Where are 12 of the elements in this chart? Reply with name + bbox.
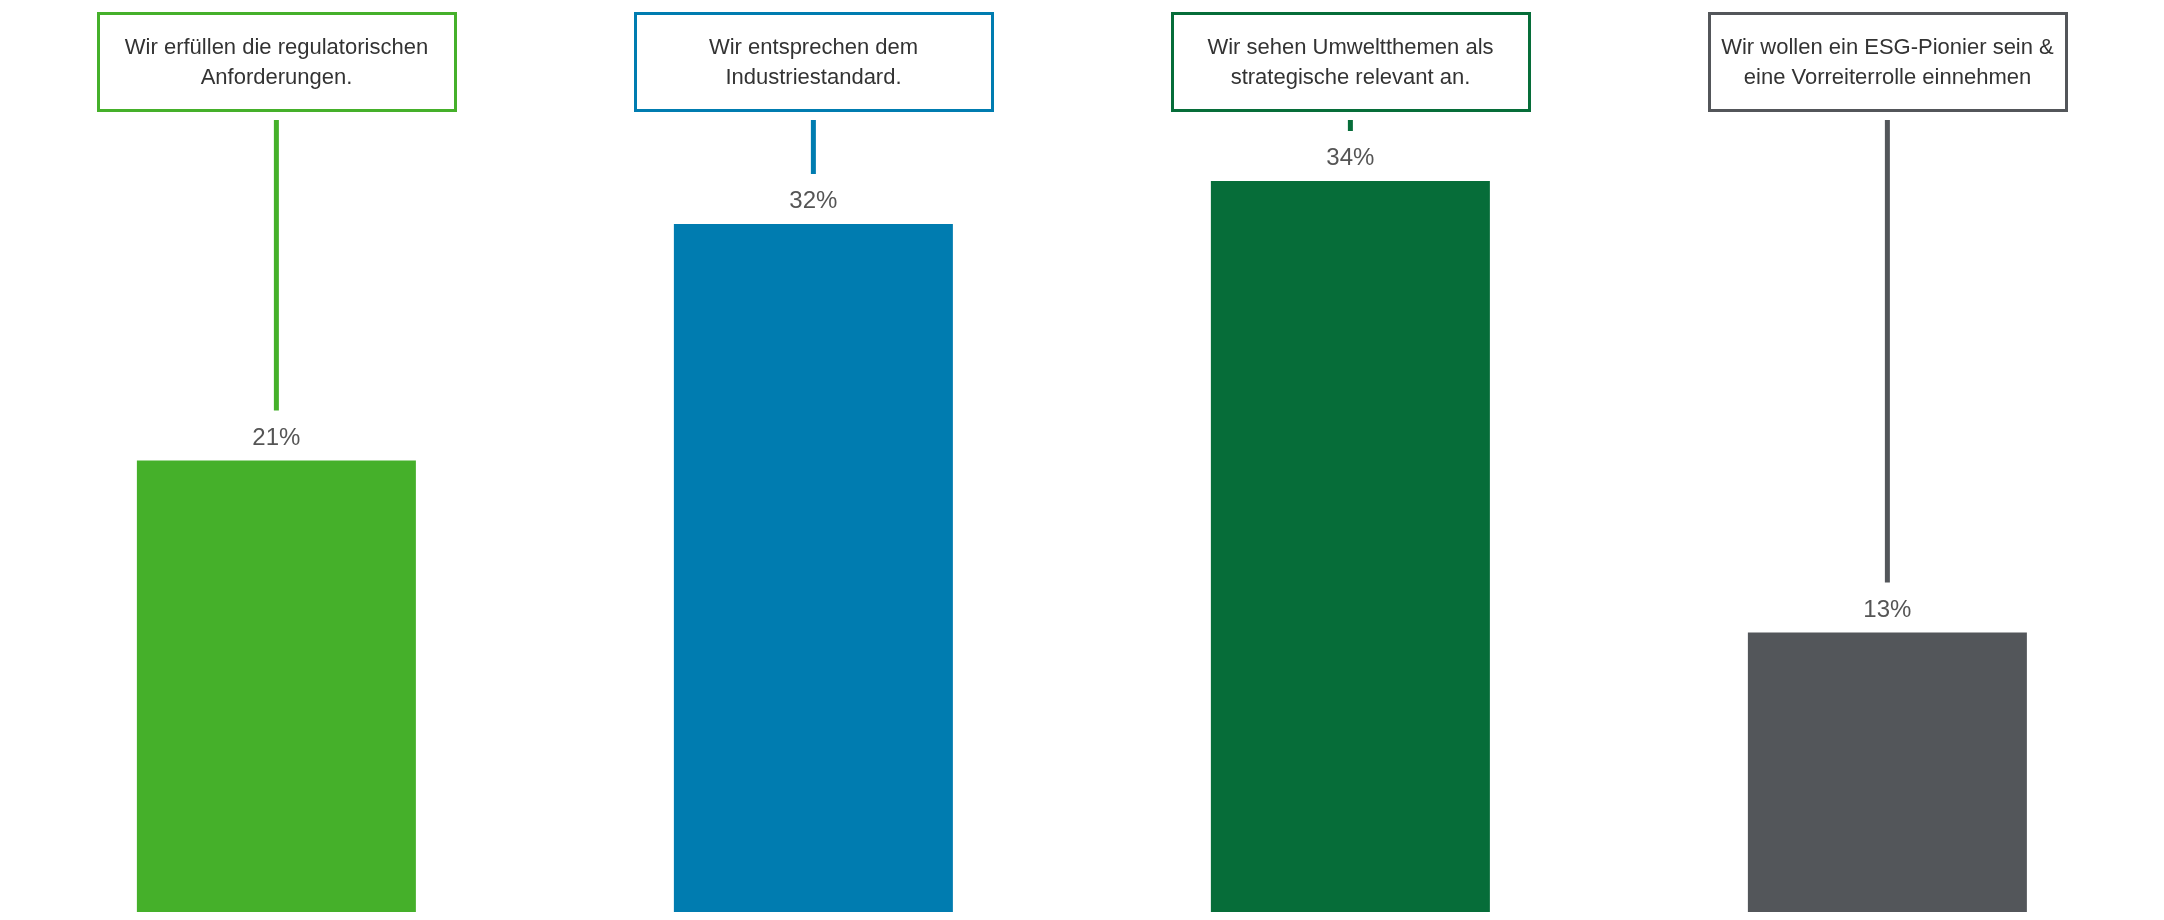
data-label: 21% [252, 422, 301, 450]
bar [1747, 632, 2027, 912]
x-tick-label: Wir erfüllen die regulatorischen Anforderungen. [96, 12, 457, 112]
bar [136, 460, 416, 912]
bar [673, 224, 953, 912]
data-label: 34% [1326, 143, 1375, 170]
data-label: 32% [789, 186, 838, 213]
bar [1210, 181, 1490, 912]
data-label: 13% [1863, 594, 1912, 622]
x-tick-label: Wir sehen Umweltthemen als strategische relevant an. [1170, 12, 1531, 112]
x-tick-label: Wir wollen ein ESG-Pionier sein & eine Vorreiterrolle einnehmen [1707, 12, 2068, 112]
x-tick-label: Wir entsprechen dem Industriestandard. [633, 12, 994, 112]
